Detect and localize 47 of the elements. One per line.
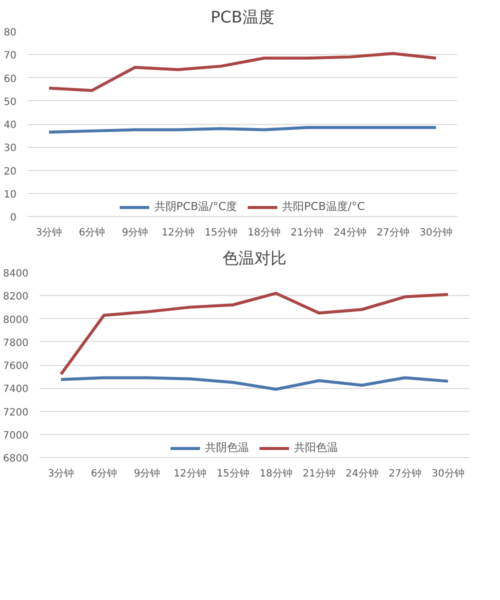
y-tick-label: 30: [4, 143, 17, 154]
y-tick-label: 40: [4, 120, 17, 131]
y-tick-label: 70: [4, 50, 17, 62]
x-tick-label: 3分钟: [36, 226, 62, 238]
y-tick-label: 8200: [3, 292, 29, 303]
y-tick-label: 7000: [3, 430, 29, 442]
x-tick-label: 15分钟: [216, 468, 250, 480]
chart-title: 色温对比: [222, 248, 286, 268]
x-tick-label: 27分钟: [376, 226, 410, 238]
legend-label: 共阴PCB温/°C度: [154, 199, 237, 214]
y-tick-label: 0: [10, 212, 17, 224]
y-tick-label: 20: [4, 166, 17, 178]
legend-label: 共阳色温: [294, 440, 338, 455]
y-tick-label: 6800: [3, 454, 29, 464]
y-tick-label: 80: [4, 28, 17, 38]
x-tick-label: 12分钟: [162, 226, 194, 238]
x-tick-label: 18分钟: [260, 468, 292, 480]
x-tick-label: 21分钟: [302, 468, 336, 480]
x-tick-label: 6分钟: [90, 468, 118, 480]
y-tick-label: 7800: [3, 338, 29, 349]
y-tick-label: 7400: [3, 384, 29, 396]
x-tick-label: 18分钟: [248, 226, 280, 238]
x-tick-label: 12分钟: [174, 468, 206, 480]
x-tick-label: 6分钟: [78, 226, 106, 238]
x-tick-label: 27分钟: [388, 468, 422, 480]
y-tick-label: 60: [4, 74, 17, 85]
line-series: [60, 376, 450, 391]
y-tick-label: 10: [4, 189, 17, 200]
x-tick-label: 21分钟: [290, 226, 324, 238]
x-tick-label: 3分钟: [48, 468, 74, 480]
x-tick-label: 24分钟: [334, 226, 366, 238]
x-tick-label: 15分钟: [204, 226, 238, 238]
y-tick-label: 7600: [3, 361, 29, 372]
x-tick-label: 30分钟: [420, 226, 452, 238]
legend-label: 共阳PCB温度/°C: [282, 199, 365, 214]
y-tick-label: 50: [4, 96, 17, 108]
x-tick-label: 30分钟: [432, 468, 464, 480]
line-series: [60, 292, 450, 376]
line-series: [48, 52, 438, 92]
y-tick-label: 8400: [3, 268, 29, 280]
x-tick-label: 9分钟: [134, 468, 160, 480]
y-tick-label: 7200: [3, 407, 29, 418]
x-tick-label: 9分钟: [122, 226, 148, 238]
x-tick-label: 24分钟: [346, 468, 378, 480]
y-tick-label: 8000: [3, 314, 29, 326]
chart-title: PCB温度: [210, 8, 274, 26]
legend-label: 共阴色温: [205, 440, 249, 455]
